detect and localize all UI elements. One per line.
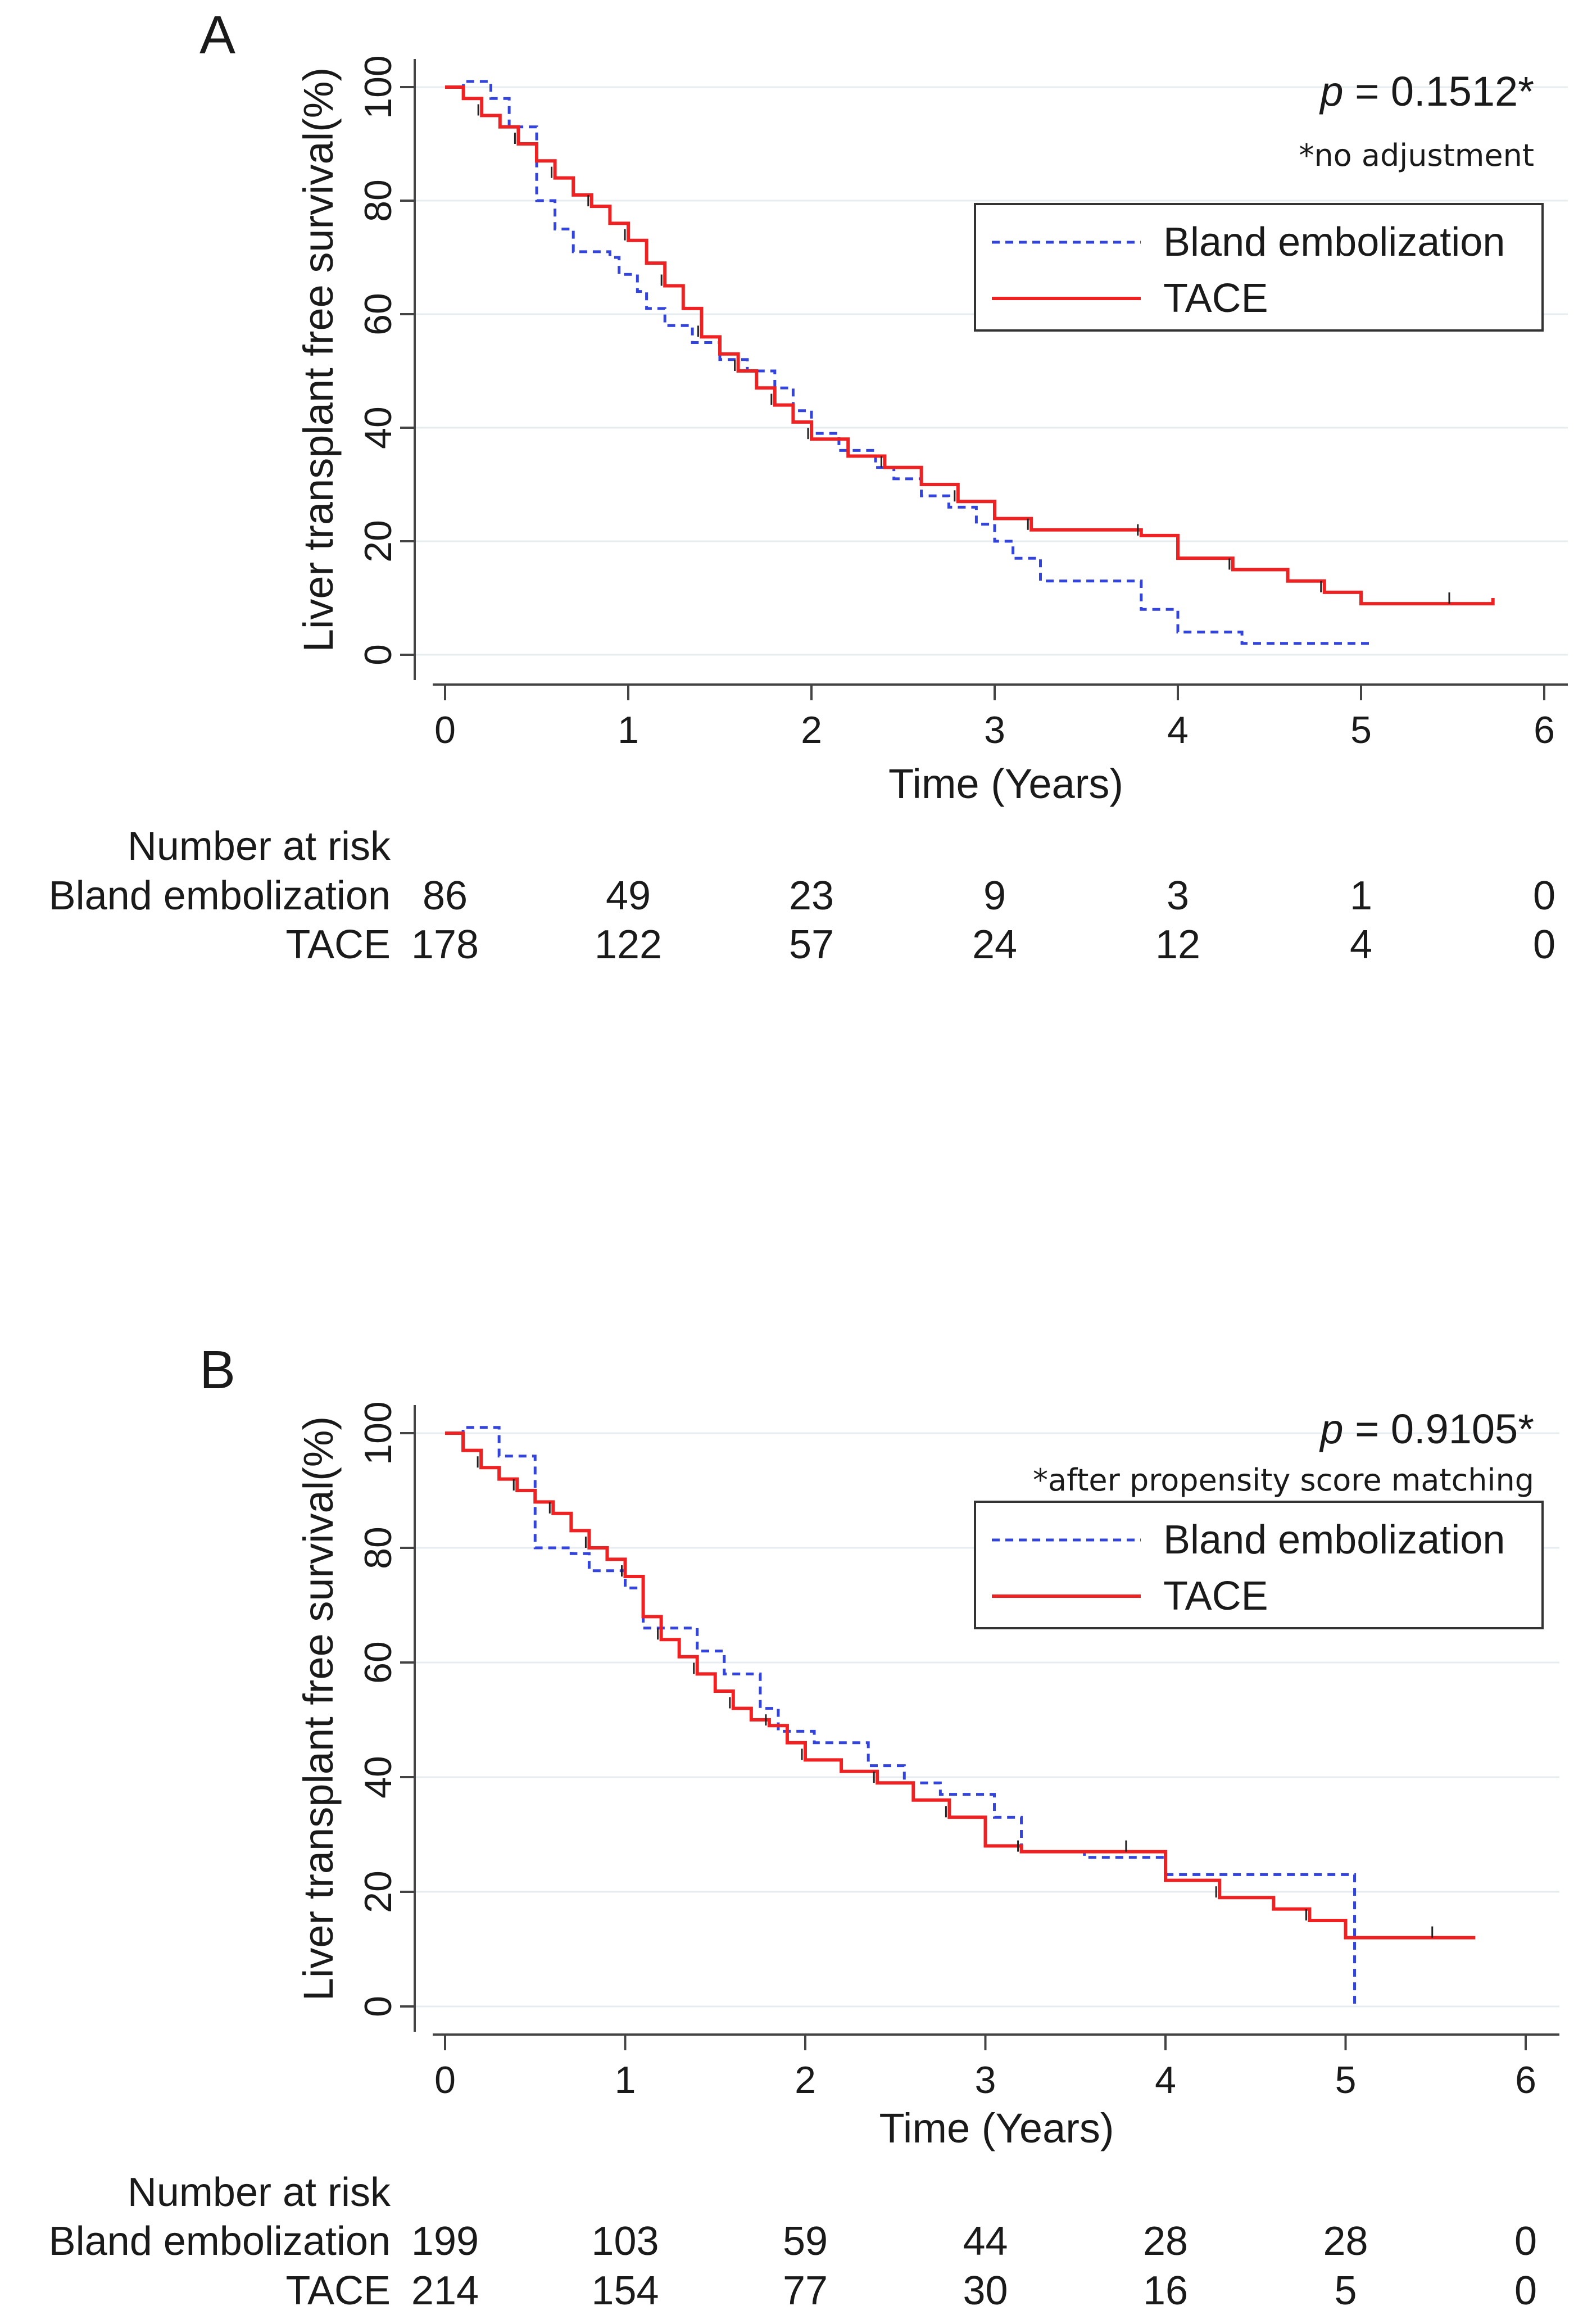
legend-box: [974, 203, 1544, 332]
p-value-number: = 0.1512*: [1355, 68, 1534, 115]
y-tick-label: 80: [357, 179, 400, 222]
x-tick-label: 2: [795, 2059, 816, 2101]
y-axis-title: Liver transplant free survival(%): [295, 67, 342, 652]
risk-count: 199: [411, 2219, 479, 2264]
risk-count: 49: [606, 873, 651, 918]
x-tick-label: 5: [1350, 709, 1372, 751]
legend: Bland embolization TACE: [974, 1501, 1544, 1629]
x-tick-label: 0: [434, 2059, 456, 2101]
risk-row-label: Bland embolization: [49, 873, 391, 918]
risk-count: 5: [1334, 2268, 1357, 2313]
risk-row-label: Bland embolization: [49, 2219, 391, 2264]
y-tick-label: 40: [357, 406, 400, 449]
x-tick-label: 3: [975, 2059, 996, 2101]
y-tick-label: 40: [357, 1756, 400, 1799]
x-tick-label: 4: [1167, 709, 1189, 751]
risk-count: 77: [783, 2268, 828, 2313]
risk-count: 57: [789, 922, 834, 967]
legend-label: TACE: [1163, 1574, 1268, 1619]
x-axis-title: Time (Years): [888, 760, 1123, 807]
p-value: p = 0.9105*: [1319, 1406, 1534, 1452]
x-tick-label: 4: [1155, 2059, 1176, 2101]
y-tick-label: 20: [357, 520, 400, 563]
series-line-tace: [445, 1431, 1476, 1940]
risk-count: 1: [1350, 873, 1372, 918]
risk-count: 178: [411, 922, 479, 967]
y-axis-title: Liver transplant free survival(%): [295, 1416, 342, 2001]
risk-count: 28: [1143, 2219, 1188, 2264]
series-line-tace: [445, 85, 1495, 606]
risk-count: 59: [783, 2219, 828, 2264]
y-tick-label: 60: [357, 1641, 400, 1684]
risk-count: 3: [1167, 873, 1189, 918]
x-tick-label: 0: [434, 709, 456, 751]
y-tick-label: 0: [357, 1996, 400, 2017]
risk-row-label: TACE: [285, 922, 391, 967]
risk-count: 0: [1514, 2268, 1537, 2313]
risk-count: 9: [983, 873, 1006, 918]
legend-box: [974, 1501, 1544, 1629]
x-tick-label: 1: [618, 709, 639, 751]
x-axis-title: Time (Years): [879, 2105, 1114, 2151]
risk-row-label: TACE: [285, 2268, 391, 2313]
y-tick-label: 0: [357, 644, 400, 665]
y-tick-label: 100: [357, 55, 400, 119]
risk-count: 44: [963, 2219, 1008, 2264]
x-tick-label: 3: [984, 709, 1005, 751]
risk-count: 24: [972, 922, 1017, 967]
panel-letter: B: [199, 1340, 235, 1400]
risk-count: 16: [1143, 2268, 1188, 2313]
risk-count: 28: [1323, 2219, 1368, 2264]
risk-count: 0: [1514, 2219, 1537, 2264]
x-tick-label: 5: [1335, 2059, 1357, 2101]
y-tick-label: 20: [357, 1870, 400, 1913]
y-tick-label: 60: [357, 293, 400, 336]
p-value-note: *after propensity score matching: [1033, 1462, 1534, 1498]
p-label: p: [1319, 1406, 1355, 1452]
risk-count: 103: [591, 2219, 659, 2264]
risk-count: 4: [1350, 922, 1372, 967]
risk-table-header: Number at risk: [128, 2170, 391, 2215]
series-line-bland-embolization: [445, 80, 1371, 645]
p-value-note: *no adjustment: [1299, 138, 1534, 173]
y-tick-label: 100: [357, 1401, 400, 1465]
x-tick-label: 1: [615, 2059, 636, 2101]
risk-count: 12: [1155, 922, 1200, 967]
p-value-number: = 0.9105*: [1355, 1406, 1534, 1452]
p-value: p = 0.1512*: [1319, 68, 1534, 115]
x-tick-label: 2: [801, 709, 822, 751]
risk-count: 0: [1533, 922, 1555, 967]
legend: Bland embolization TACE: [974, 203, 1544, 332]
x-tick-label: 6: [1534, 709, 1555, 751]
risk-table-header: Number at risk: [128, 824, 391, 869]
panel-b: B 0 20 40 60 80 100 0 1 2 3 4 5 6 Time (Years) Liver tr…: [49, 1340, 1559, 2313]
legend-label: Bland embolization: [1163, 1517, 1505, 1562]
risk-count: 23: [789, 873, 834, 918]
risk-count: 154: [591, 2268, 659, 2313]
risk-count: 214: [411, 2268, 479, 2313]
legend-label: Bland embolization: [1163, 220, 1505, 265]
risk-count: 0: [1533, 873, 1555, 918]
legend-label: TACE: [1163, 276, 1268, 321]
y-tick-label: 80: [357, 1526, 400, 1569]
x-tick-label: 6: [1515, 2059, 1536, 2101]
risk-count: 86: [423, 873, 468, 918]
risk-count: 122: [595, 922, 662, 967]
risk-count: 30: [963, 2268, 1008, 2313]
p-label: p: [1319, 68, 1355, 115]
panel-letter: A: [199, 5, 235, 65]
